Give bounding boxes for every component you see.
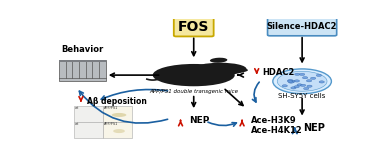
FancyBboxPatch shape: [174, 17, 214, 36]
Text: APP/PS1: APP/PS1: [104, 106, 119, 110]
Ellipse shape: [277, 71, 327, 91]
Text: Behavior: Behavior: [61, 45, 104, 54]
Text: NEP: NEP: [304, 123, 325, 133]
Ellipse shape: [307, 80, 312, 82]
Ellipse shape: [291, 87, 296, 89]
Text: NEP: NEP: [189, 116, 210, 125]
Text: FOS: FOS: [178, 20, 209, 34]
Ellipse shape: [310, 77, 316, 79]
Ellipse shape: [282, 85, 287, 87]
Text: SH-SY5Y cells: SH-SY5Y cells: [279, 93, 326, 99]
FancyArrowPatch shape: [253, 82, 259, 102]
Ellipse shape: [273, 69, 332, 94]
Bar: [74, 122, 103, 138]
FancyArrowPatch shape: [79, 91, 167, 123]
Text: APP/PS1 double transgenic mice: APP/PS1 double transgenic mice: [149, 89, 238, 94]
Ellipse shape: [301, 84, 306, 86]
Text: Ace-H3K9: Ace-H3K9: [251, 116, 296, 125]
Bar: [103, 122, 132, 138]
Ellipse shape: [307, 85, 312, 87]
Bar: [59, 60, 106, 62]
FancyBboxPatch shape: [268, 18, 337, 36]
Ellipse shape: [319, 81, 324, 83]
Text: Silence-HDAC2: Silence-HDAC2: [267, 22, 338, 31]
FancyArrowPatch shape: [101, 90, 167, 99]
Ellipse shape: [294, 73, 300, 75]
Ellipse shape: [210, 58, 227, 63]
Ellipse shape: [288, 79, 293, 82]
Text: Aβ deposition: Aβ deposition: [87, 97, 147, 106]
Text: wt: wt: [75, 122, 79, 126]
Text: APP/PS1: APP/PS1: [104, 122, 119, 126]
Ellipse shape: [225, 68, 248, 73]
Bar: [74, 106, 103, 122]
Bar: [103, 106, 132, 122]
Text: wt: wt: [75, 106, 79, 110]
FancyArrowPatch shape: [208, 122, 236, 126]
Ellipse shape: [294, 80, 299, 82]
Ellipse shape: [302, 77, 308, 79]
Ellipse shape: [299, 73, 305, 76]
Ellipse shape: [297, 84, 302, 86]
Ellipse shape: [290, 80, 295, 82]
Ellipse shape: [294, 86, 299, 88]
Ellipse shape: [153, 64, 235, 86]
Ellipse shape: [287, 80, 293, 82]
FancyBboxPatch shape: [59, 60, 106, 81]
Ellipse shape: [113, 129, 125, 133]
Ellipse shape: [304, 87, 309, 90]
Ellipse shape: [316, 74, 322, 76]
Ellipse shape: [288, 81, 294, 83]
Ellipse shape: [112, 113, 126, 117]
Ellipse shape: [194, 63, 246, 75]
Text: HDAC2: HDAC2: [263, 68, 295, 77]
Text: Ace-H4K12: Ace-H4K12: [251, 126, 303, 135]
